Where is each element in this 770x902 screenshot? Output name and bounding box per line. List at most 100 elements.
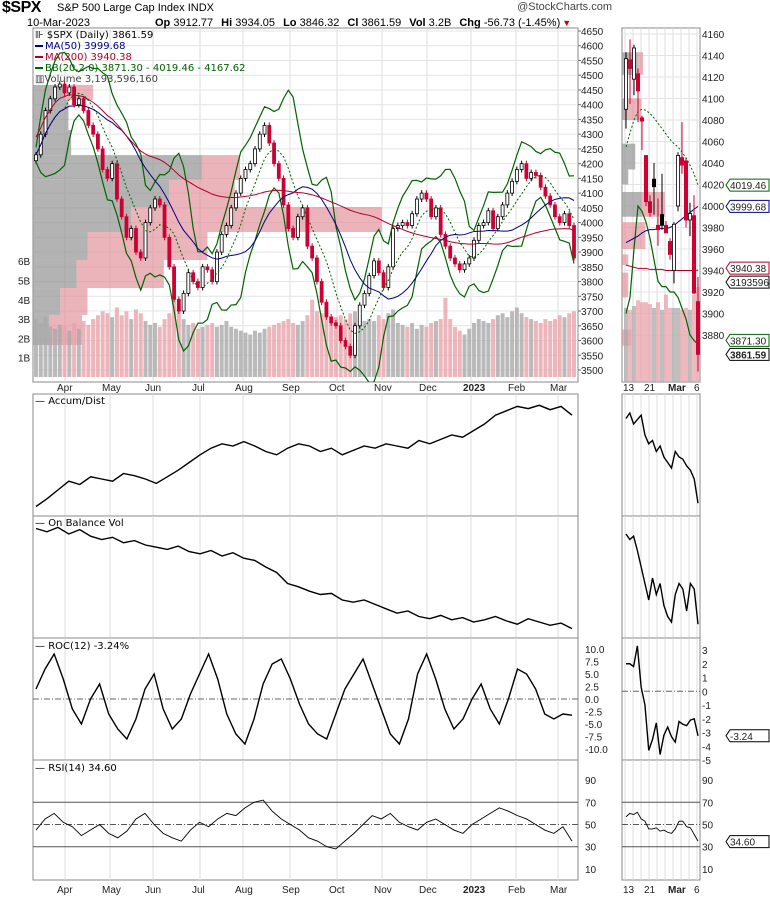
volume-bar xyxy=(34,319,38,377)
volume-bar xyxy=(664,294,668,382)
candle-body xyxy=(176,298,181,312)
price-axis-tick: 4400 xyxy=(581,101,604,112)
volume-bar xyxy=(143,321,148,377)
vbp-up-bar xyxy=(33,232,88,261)
candle-body xyxy=(262,124,267,135)
close-tag: 3861.59 xyxy=(730,350,767,361)
candle-body xyxy=(548,195,553,206)
zoom-price-axis-tick: 3880 xyxy=(702,331,725,342)
candle-body xyxy=(172,266,176,300)
bb-lower-line xyxy=(35,113,575,382)
volume-bar xyxy=(552,319,557,377)
zoom-price-plot xyxy=(622,39,700,382)
price-axis-tick: 4300 xyxy=(581,130,604,141)
zoom-date-axis-tick: 13 xyxy=(623,885,635,896)
vbp-down-bar xyxy=(131,206,382,233)
candle-body xyxy=(367,275,372,294)
candle-body xyxy=(376,260,381,274)
candle-body xyxy=(338,325,343,341)
price-axis-tick: 4500 xyxy=(581,71,604,82)
volume-axis-tick: 3B xyxy=(18,315,31,326)
zoom-date-axis-tick: 6 xyxy=(694,383,700,394)
candle-body xyxy=(224,225,229,235)
candle-body xyxy=(34,154,38,162)
bb-lower-tag-box xyxy=(725,333,770,347)
candle-body xyxy=(124,216,129,238)
vbp-down-bar xyxy=(622,254,629,266)
volume-bar xyxy=(186,324,191,377)
zoom-panel-frame xyxy=(621,759,701,881)
candle-body xyxy=(310,245,315,259)
volume-bar xyxy=(300,321,305,377)
candle-body xyxy=(267,124,272,144)
candle-body xyxy=(656,224,661,231)
volume-bar xyxy=(233,328,238,377)
rsi-axis-tick: 90 xyxy=(585,776,597,787)
vbp-down-bar xyxy=(625,98,642,120)
exchange: INDX xyxy=(187,2,214,14)
candle-body xyxy=(510,180,515,194)
candle-body xyxy=(414,198,419,215)
candle-body xyxy=(205,266,210,271)
vbp-up-bar xyxy=(622,192,642,217)
candle-body xyxy=(181,292,186,312)
volume-bar xyxy=(636,300,640,382)
zoom-price-axis-tick: 3960 xyxy=(702,245,725,256)
volume-axis-tick: 6B xyxy=(18,257,31,268)
candle-body xyxy=(676,155,681,207)
price-legend: ⊪ $SPX (Daily) 3861.59 MA(50) 3999.68 MA… xyxy=(35,30,246,85)
volume-bar xyxy=(138,313,143,377)
price-axis-tick: 3950 xyxy=(581,233,604,244)
candle-body xyxy=(219,233,224,253)
rsi-tag: 34.60 xyxy=(730,838,755,849)
volume-bar xyxy=(414,328,419,377)
vbp-down-bar xyxy=(60,288,88,315)
price-axis-tick: 4100 xyxy=(581,189,604,200)
volume-bar xyxy=(680,309,684,382)
volume-bar xyxy=(305,315,310,377)
volume-tag-box xyxy=(725,275,770,289)
candle-body xyxy=(648,201,653,213)
vbp-down-bar xyxy=(622,272,629,298)
volume-bar xyxy=(692,294,696,382)
volume-bar xyxy=(448,319,453,377)
legend-bb: BB(20,2.0) 3871.30 - 4019.46 - 4167.62 xyxy=(35,63,246,74)
chart-date: 10-Mar-2023 xyxy=(27,17,90,29)
rsi-label: RSI(14) 34.60 xyxy=(48,763,117,774)
price-axis-tick: 3900 xyxy=(581,248,604,259)
volume-bar xyxy=(319,313,324,377)
volume-bar xyxy=(391,309,396,377)
volume-bar xyxy=(472,322,477,377)
volume-bar xyxy=(624,307,628,382)
candle-body xyxy=(519,163,524,170)
legend-bb-label: BB(20,2.0) 3871.30 - 4019.46 - 4167.62 xyxy=(45,63,246,74)
volume-bar xyxy=(386,313,391,377)
volume-bar xyxy=(410,322,415,377)
main-price-plot xyxy=(33,51,576,382)
close-label: Cl xyxy=(347,17,359,29)
price-axis-tick: 3800 xyxy=(581,278,604,289)
month-axis-tick: May xyxy=(102,383,121,394)
open-value: 3912.77 xyxy=(173,17,214,29)
candle-body xyxy=(491,210,495,229)
vbp-up-bar xyxy=(33,130,72,156)
roc-axis-tick: 0.0 xyxy=(585,695,599,706)
volume-bar xyxy=(238,330,243,377)
volume-bar xyxy=(248,334,253,377)
close-value: 3861.59 xyxy=(361,17,402,29)
volume-bar xyxy=(362,321,367,377)
volume-bar xyxy=(86,324,91,377)
low-label: Lo xyxy=(283,17,297,29)
candle-body xyxy=(238,177,243,194)
low-value: 3846.32 xyxy=(299,17,340,29)
bottom-month-axis-tick: May xyxy=(102,885,121,896)
rsi-zoom-axis-tick: 50 xyxy=(702,821,714,832)
candle-body xyxy=(391,228,395,268)
volume-bar xyxy=(357,317,362,377)
accum-dist-zoom-line xyxy=(625,411,699,504)
candle-body xyxy=(529,172,534,179)
candlestick-icon: ⊪ xyxy=(35,30,44,41)
candle-body xyxy=(400,222,405,226)
volume-bar xyxy=(214,326,219,377)
